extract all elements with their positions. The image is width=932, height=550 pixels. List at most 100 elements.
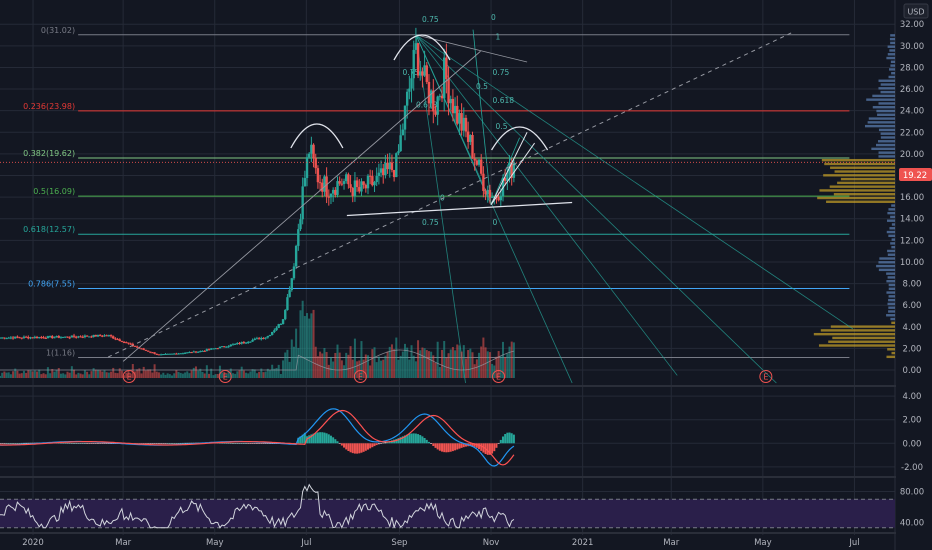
macd-histogram-bar [110, 443, 113, 444]
volume-bar [279, 374, 282, 378]
candle-body [5, 338, 8, 340]
macd-histogram-bar [236, 443, 239, 444]
macd-histogram-bar [332, 437, 335, 444]
volume-bar [127, 370, 130, 378]
volume-profile-bar [878, 261, 895, 264]
volume-bar [160, 374, 163, 378]
volume-bar [497, 351, 500, 378]
volume-bar [377, 356, 380, 378]
macd-histogram-bar [251, 443, 254, 444]
candle-body [449, 98, 452, 104]
volume-profile-bar [888, 295, 895, 298]
candle-body [196, 351, 200, 353]
macd-histogram-bar [155, 443, 158, 444]
candle-body [477, 159, 481, 165]
volume-bar [364, 354, 367, 378]
candle-body [168, 353, 172, 355]
candle-body [388, 162, 391, 170]
volume-bar [410, 345, 413, 378]
candlesticks [0, 27, 516, 356]
earnings-marker[interactable] [353, 370, 367, 384]
macd-histogram-bar [347, 443, 350, 452]
volume-bar [96, 369, 99, 378]
volume-bar [297, 347, 300, 378]
macd-histogram-bar [12, 443, 15, 444]
candle-body [368, 175, 372, 177]
candle-body [31, 337, 34, 339]
earnings-marker[interactable] [492, 370, 506, 384]
macd-histogram-bar [14, 443, 17, 444]
candle-body [384, 162, 387, 176]
volume-bar [184, 372, 187, 378]
macd-histogram-bar [59, 442, 62, 444]
volume-bar [462, 345, 465, 378]
earnings-marker[interactable] [218, 370, 232, 384]
macd-histogram-bar [5, 443, 8, 444]
macd-histogram-bar [310, 434, 313, 444]
volume-bar [301, 300, 304, 378]
candle-body [440, 95, 444, 99]
candle-body [486, 189, 489, 195]
macd-histogram-bar [395, 438, 398, 444]
earnings-marker[interactable] [759, 370, 773, 384]
volume-bar [421, 347, 424, 378]
macd-histogram-bar [456, 443, 459, 450]
volume-bar [284, 352, 287, 378]
macd-histogram-bar [22, 442, 25, 444]
macd-histogram-bar [247, 443, 250, 444]
volume-bar [384, 355, 387, 378]
volume-bar [362, 359, 365, 378]
candle-body [490, 196, 494, 198]
macd-histogram-bar [334, 439, 337, 444]
volume-bar [329, 356, 332, 378]
currency-label: USD [907, 8, 924, 17]
volume-bar [22, 370, 25, 378]
macd-histogram-bar [1, 443, 4, 444]
volume-bar [390, 344, 393, 378]
macd-histogram-bar [366, 443, 369, 450]
earnings-marker[interactable] [122, 370, 136, 384]
macd-histogram-bar [144, 443, 147, 444]
macd-histogram-bar [478, 443, 481, 450]
volume-bar [247, 373, 250, 378]
price-tick-label: 0.00 [903, 366, 922, 376]
candle-body [27, 337, 30, 339]
volume-bar [46, 367, 49, 378]
price-axis-bg [896, 0, 932, 550]
candle-body [225, 346, 228, 348]
macd-histogram-bar [508, 432, 511, 444]
earnings-marker-label: E [358, 373, 363, 382]
candle-body [360, 181, 363, 192]
candle-body [275, 327, 278, 331]
macd-histogram-bar [351, 443, 354, 454]
candle-body [327, 196, 330, 198]
macd-histogram-bar [486, 443, 489, 455]
earnings-marker-label: E [223, 373, 228, 382]
candle-body [192, 351, 195, 353]
macd-histogram-bar [336, 441, 339, 444]
macd-histogram-bar [25, 442, 28, 444]
candle-body [218, 346, 222, 349]
fib-level-label: 0.236(23.98) [23, 102, 75, 111]
volume-bar [129, 374, 132, 378]
volume-bar [186, 371, 189, 378]
volume-profile-bar [888, 234, 895, 238]
candle-body [297, 229, 300, 246]
candle-body [427, 81, 431, 104]
macd-histogram-bar [0, 443, 1, 444]
candle-body [92, 334, 95, 338]
volume-bar [223, 372, 226, 378]
candle-body [231, 344, 235, 346]
candle-body [172, 353, 176, 355]
macd-histogram-bar [253, 443, 256, 444]
candle-body [497, 197, 500, 201]
earnings-marker-label: E [496, 373, 501, 382]
fan-label: 0 [493, 218, 498, 227]
candle-body [310, 144, 313, 154]
volume-bar [351, 359, 354, 378]
candle-body [321, 182, 324, 192]
macd-histogram-bar [316, 432, 319, 444]
candle-body [442, 57, 446, 99]
